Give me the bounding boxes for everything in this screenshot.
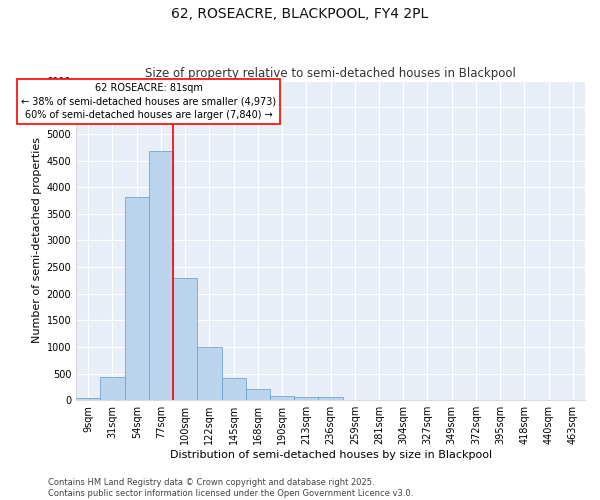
Bar (319, 398, 343, 400)
Title: Size of property relative to semi-detached houses in Blackpool: Size of property relative to semi-detach… (145, 66, 516, 80)
Text: 62 ROSEACRE: 81sqm
← 38% of semi-detached houses are smaller (4,973)
60% of semi: 62 ROSEACRE: 81sqm ← 38% of semi-detache… (21, 84, 277, 120)
X-axis label: Distribution of semi-detached houses by size in Blackpool: Distribution of semi-detached houses by … (170, 450, 491, 460)
Bar (76, 398, 100, 400)
Bar (221, 378, 246, 400)
Bar (125, 197, 149, 400)
Text: Contains HM Land Registry data © Crown copyright and database right 2025.
Contai: Contains HM Land Registry data © Crown c… (48, 478, 413, 498)
Bar (270, 396, 294, 400)
Bar (294, 396, 319, 400)
Bar (197, 347, 221, 400)
Text: 62, ROSEACRE, BLACKPOOL, FY4 2PL: 62, ROSEACRE, BLACKPOOL, FY4 2PL (172, 8, 428, 22)
Y-axis label: Number of semi-detached properties: Number of semi-detached properties (32, 138, 43, 344)
Bar (173, 278, 197, 400)
Bar (246, 389, 270, 400)
Bar (100, 378, 125, 400)
Bar (149, 151, 173, 400)
